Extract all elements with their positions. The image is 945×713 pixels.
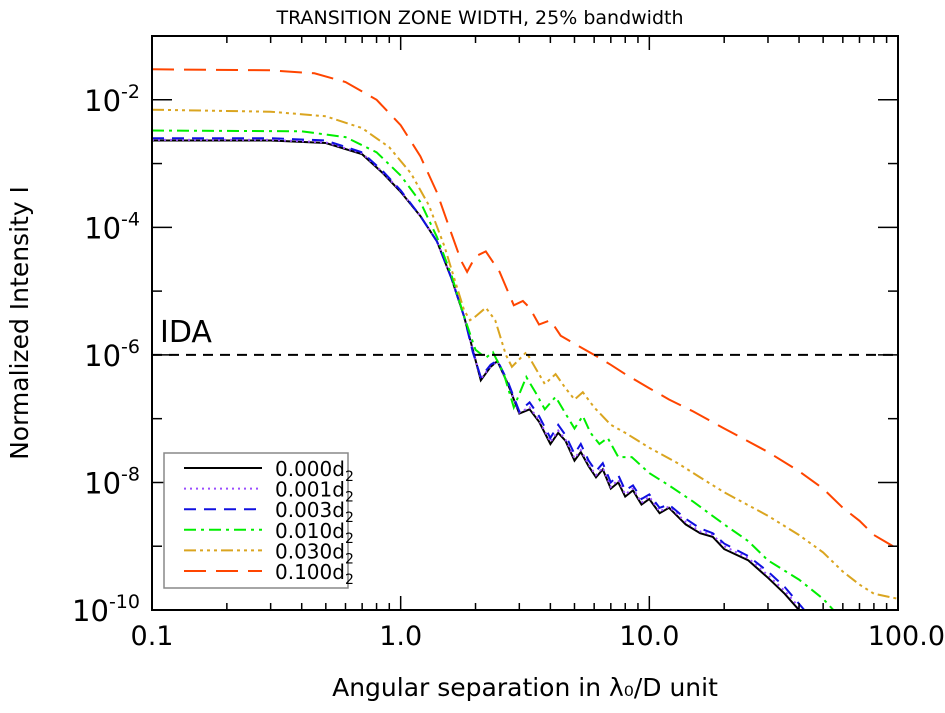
x-tick-label: 10.0: [619, 621, 679, 652]
y-tick-label: 10-2: [84, 81, 140, 118]
series-layer: [152, 68, 898, 610]
legend-label-1: 0.001d2: [275, 478, 354, 506]
legend-label-text: 0.010d: [275, 519, 345, 543]
legend-label-3: 0.010d2: [275, 519, 354, 547]
x-tick-label: 1.0: [379, 621, 422, 652]
y-tick-base: 10: [84, 84, 121, 118]
legend-label-subscript: 2: [345, 490, 354, 506]
x-tick-label: 100.0: [868, 621, 945, 652]
y-tick-label: 10-6: [84, 336, 140, 373]
legend-label-5: 0.100d2: [275, 560, 354, 588]
y-tick-base: 10: [84, 466, 121, 500]
legend-label-text: 0.001d: [275, 478, 345, 502]
y-tick-label: 10-10: [72, 591, 140, 628]
y-tick-labels: 10-210-410-610-810-10: [72, 81, 140, 628]
y-tick-exponent: -10: [109, 591, 140, 613]
legend: 0.000d20.001d20.003d20.010d20.030d20.100…: [163, 452, 354, 589]
y-tick-label: 10-8: [84, 463, 140, 500]
legend-label-text: 0.003d: [275, 498, 345, 522]
legend-label-subscript: 2: [345, 531, 354, 547]
y-tick-exponent: -2: [121, 81, 140, 103]
legend-label-subscript: 2: [345, 510, 354, 526]
legend-label-text: 0.030d: [275, 539, 345, 563]
legend-label-text: 0.100d: [275, 560, 345, 584]
series-line-5: [152, 68, 898, 550]
chart-title: TRANSITION ZONE WIDTH, 25% bandwidth: [276, 7, 684, 29]
x-tick-labels: 0.1 1.0 10.0 100.0: [131, 621, 945, 652]
legend-label-subscript: 2: [345, 551, 354, 567]
legend-label-0: 0.000d2: [275, 457, 354, 485]
series-line-2: [152, 137, 806, 610]
y-tick-exponent: -8: [121, 463, 140, 485]
legend-label-4: 0.030d2: [275, 539, 354, 567]
y-tick-exponent: -4: [121, 208, 140, 230]
y-tick-base: 10: [72, 594, 109, 628]
legend-box: [163, 452, 349, 589]
x-tick-label: 0.1: [131, 621, 174, 652]
plot-frame: [151, 35, 899, 611]
legend-label-text: 0.000d: [275, 457, 345, 481]
y-tick-label: 10-4: [84, 208, 140, 245]
x-axis-label: Angular separation in λ₀/D unit: [332, 673, 718, 702]
legend-label-subscript: 2: [345, 469, 354, 485]
ida-label: IDA: [160, 315, 212, 350]
y-tick-base: 10: [84, 211, 121, 245]
legend-label-2: 0.003d2: [275, 498, 354, 526]
legend-label-subscript: 2: [345, 572, 354, 588]
y-axis-label: Normalized Intensity I: [5, 186, 34, 460]
axis-ticks: [151, 35, 898, 611]
y-tick-base: 10: [84, 339, 121, 373]
y-tick-exponent: -6: [121, 336, 140, 358]
